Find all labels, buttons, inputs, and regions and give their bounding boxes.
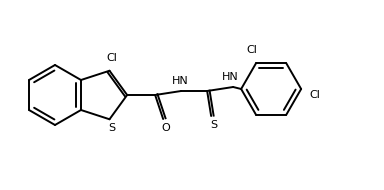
Text: HN: HN	[172, 76, 189, 86]
Text: HN: HN	[222, 72, 238, 82]
Text: Cl: Cl	[247, 45, 258, 55]
Text: S: S	[210, 120, 218, 130]
Text: Cl: Cl	[310, 90, 321, 100]
Text: Cl: Cl	[106, 53, 117, 63]
Text: S: S	[108, 123, 115, 133]
Text: O: O	[162, 123, 170, 133]
